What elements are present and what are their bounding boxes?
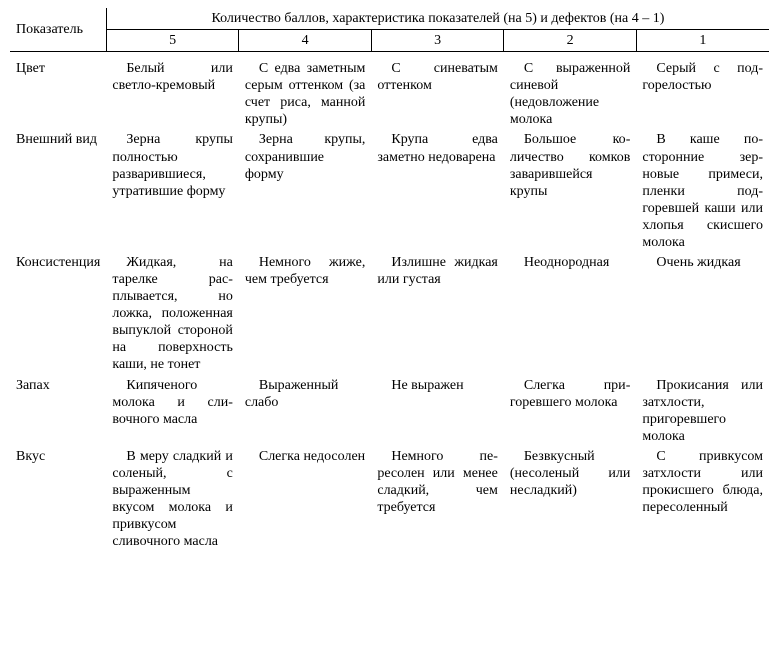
- table-cell: В каше по­сторонние зер­новые приме­си, …: [636, 130, 769, 253]
- quality-score-table: Показатель Количество баллов, характерис…: [10, 8, 769, 552]
- table-cell: Белый или светло-кремо­вый: [106, 52, 239, 131]
- header-score-3: 3: [371, 30, 504, 52]
- table-cell: Неоднород­ная: [504, 253, 637, 376]
- table-cell: Очень жид­кая: [636, 253, 769, 376]
- table-row: ВкусВ меру слад­кий и соленый, с выражен…: [10, 447, 769, 552]
- table-row: ЦветБелый или светло-кремо­выйС едва за­…: [10, 52, 769, 131]
- header-score-4: 4: [239, 30, 372, 52]
- table-cell: Большое ко­личество ком­ков заварив­шейс…: [504, 130, 637, 253]
- table-row: ЗапахКипяченого молока и сли­вочного мас…: [10, 376, 769, 447]
- table-cell: Жидкая, на тарелке рас­плывается, но лож…: [106, 253, 239, 376]
- header-score-2: 2: [504, 30, 637, 52]
- row-label: Вкус: [10, 447, 106, 552]
- table-cell: С выражен­ной синевой (недовложение моло…: [504, 52, 637, 131]
- table-cell: Зерна крупы, сохранившие форму: [239, 130, 372, 253]
- row-label: Внешний вид: [10, 130, 106, 253]
- table-cell: Излишне жидкая или густая: [371, 253, 504, 376]
- row-label: Запах: [10, 376, 106, 447]
- table-cell: С синева­тым оттенком: [371, 52, 504, 131]
- table-cell: С едва за­метным серым оттенком (за счет…: [239, 52, 372, 131]
- table-row: Внешний видЗерна крупы полностью развари…: [10, 130, 769, 253]
- row-label: Консистен­ция: [10, 253, 106, 376]
- row-label: Цвет: [10, 52, 106, 131]
- header-indicator: Показатель: [10, 8, 106, 52]
- table-cell: Немного жи­же, чем требу­ется: [239, 253, 372, 376]
- table-cell: Не выражен: [371, 376, 504, 447]
- table-cell: Кипяченого молока и сли­вочного масла: [106, 376, 239, 447]
- table-cell: Слегка не­досолен: [239, 447, 372, 552]
- table-cell: Серый с под­горелостью: [636, 52, 769, 131]
- table-cell: Крупа едва заметно недо­варена: [371, 130, 504, 253]
- table-cell: Зерна крупы полностью разварившие­ся, ут…: [106, 130, 239, 253]
- table-row: Консистен­цияЖидкая, на тарелке рас­плыв…: [10, 253, 769, 376]
- header-score-5: 5: [106, 30, 239, 52]
- table-cell: В меру слад­кий и соленый, с выраженным …: [106, 447, 239, 552]
- header-score-1: 1: [636, 30, 769, 52]
- table-cell: Слегка при­горевшего мо­лока: [504, 376, 637, 447]
- table-cell: Безвкусный (несоленый или несладкий): [504, 447, 637, 552]
- table-cell: Прокисания или затхлости, пригоревшего м…: [636, 376, 769, 447]
- header-group: Количество баллов, характеристика показа…: [106, 8, 769, 30]
- table-cell: С привкусом затхлости или прокисшего блю…: [636, 447, 769, 552]
- table-cell: Выражен­ный слабо: [239, 376, 372, 447]
- table-cell: Немного пе­ресолен или менее сладкий, че…: [371, 447, 504, 552]
